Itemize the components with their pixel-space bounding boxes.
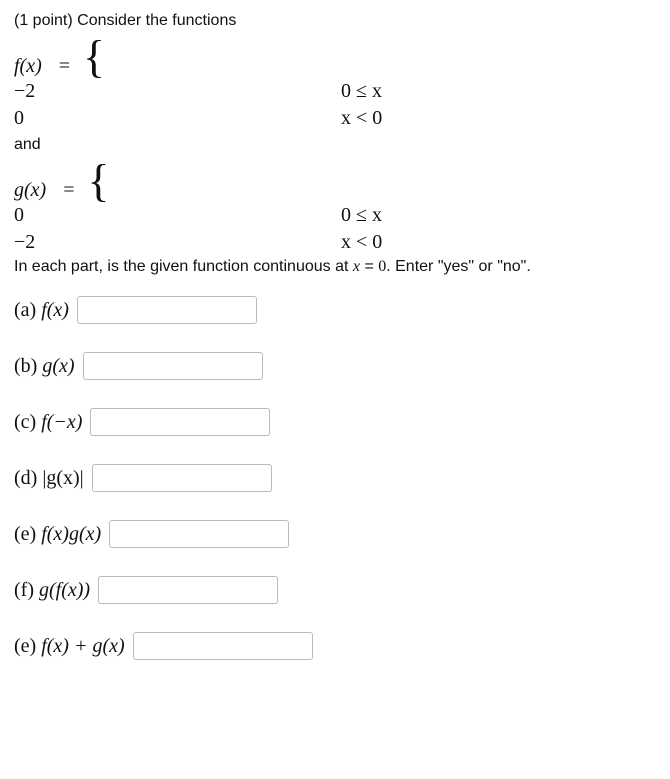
prompt-x: x — [353, 258, 360, 275]
prompt-text: In each part, is the given function cont… — [14, 258, 656, 276]
part-c-expr: f(−x) — [41, 411, 82, 433]
g-case-val-1: −2 — [14, 231, 309, 254]
g-cases: 0 0 ≤ x −2 x < 0 — [14, 204, 656, 254]
part-e-label: (e) f(x)g(x) — [14, 523, 101, 546]
part-c: (c) f(−x) — [14, 408, 656, 436]
part-f-expr: g(f(x)) — [39, 579, 90, 601]
answer-a-input[interactable] — [77, 296, 257, 324]
part-b-letter: (b) — [14, 355, 42, 377]
prompt-eq: = — [360, 258, 378, 275]
part-e: (e) f(x)g(x) — [14, 520, 656, 548]
f-equals: = — [59, 55, 70, 77]
part-a-expr: f(x) — [41, 299, 69, 321]
part-d-expr: |g(x)| — [42, 467, 83, 489]
f-case-val-1: 0 — [14, 107, 309, 130]
part-g-expr: f(x) + g(x) — [41, 635, 124, 657]
part-d-label: (d) |g(x)| — [14, 467, 84, 490]
part-b-label: (b) g(x) — [14, 355, 75, 378]
prompt-post: . Enter "yes" or "no". — [386, 258, 531, 275]
f-definition: f(x) = { −2 0 ≤ x 0 x < 0 — [14, 34, 656, 130]
part-d: (d) |g(x)| — [14, 464, 656, 492]
part-a-label: (a) f(x) — [14, 299, 69, 322]
f-lhs: f(x) — [14, 55, 42, 77]
g-case-cond-0: 0 ≤ x — [341, 204, 656, 227]
part-d-letter: (d) — [14, 467, 42, 489]
prompt-pre: In each part, is the given function cont… — [14, 258, 353, 275]
f-case-cond-0: 0 ≤ x — [341, 80, 656, 103]
part-g-letter: (e) — [14, 635, 41, 657]
part-c-label: (c) f(−x) — [14, 411, 82, 434]
and-text: and — [14, 136, 656, 154]
g-lhs: g(x) — [14, 179, 46, 201]
part-c-letter: (c) — [14, 411, 41, 433]
part-b-expr: g(x) — [42, 355, 74, 377]
f-brace: { — [83, 31, 105, 82]
answer-c-input[interactable] — [90, 408, 270, 436]
answer-d-input[interactable] — [92, 464, 272, 492]
g-equals: = — [63, 179, 74, 201]
problem-header: (1 point) Consider the functions — [14, 12, 656, 30]
part-e-expr: f(x)g(x) — [41, 523, 101, 545]
part-g: (e) f(x) + g(x) — [14, 632, 656, 660]
part-e-letter: (e) — [14, 523, 41, 545]
answer-f-input[interactable] — [98, 576, 278, 604]
part-f: (f) g(f(x)) — [14, 576, 656, 604]
g-case-val-0: 0 — [14, 204, 309, 227]
answer-b-input[interactable] — [83, 352, 263, 380]
f-case-val-0: −2 — [14, 80, 309, 103]
g-brace: { — [87, 155, 109, 206]
part-f-letter: (f) — [14, 579, 39, 601]
g-definition: g(x) = { 0 0 ≤ x −2 x < 0 — [14, 158, 656, 254]
part-g-label: (e) f(x) + g(x) — [14, 635, 125, 658]
answer-e-input[interactable] — [109, 520, 289, 548]
part-f-label: (f) g(f(x)) — [14, 579, 90, 602]
part-a: (a) f(x) — [14, 296, 656, 324]
part-b: (b) g(x) — [14, 352, 656, 380]
part-a-letter: (a) — [14, 299, 41, 321]
f-cases: −2 0 ≤ x 0 x < 0 — [14, 80, 656, 130]
g-case-cond-1: x < 0 — [341, 231, 656, 254]
f-case-cond-1: x < 0 — [341, 107, 656, 130]
answer-g-input[interactable] — [133, 632, 313, 660]
